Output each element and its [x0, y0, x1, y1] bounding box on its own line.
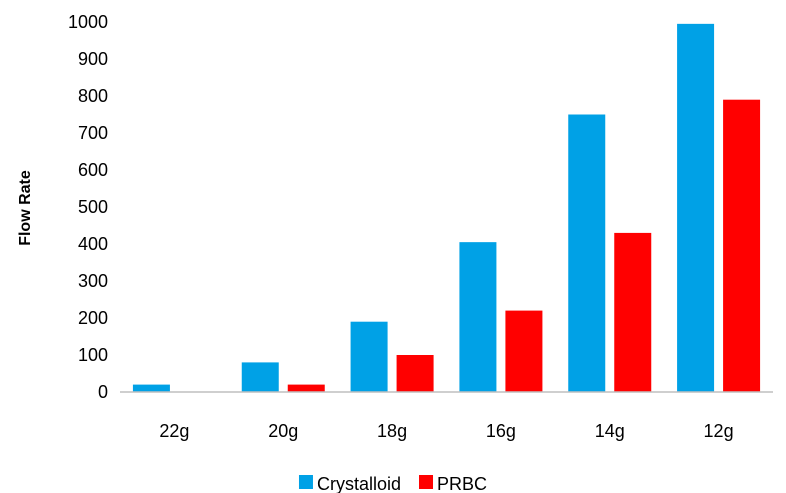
y-tick-label: 800 [78, 86, 108, 106]
y-tick-label: 200 [78, 308, 108, 328]
bar-prbc-12g [723, 99, 761, 392]
bars [132, 23, 761, 392]
y-axis-title: Flow Rate [17, 170, 34, 246]
bar-crystalloid-22g [132, 384, 170, 392]
y-tick-label: 900 [78, 49, 108, 69]
x-tick-label: 20g [268, 421, 298, 441]
legend: Crystalloid PRBC [298, 474, 487, 493]
bar-prbc-20g [287, 384, 325, 392]
y-tick-label: 500 [78, 197, 108, 217]
bar-prbc-14g [614, 232, 652, 392]
y-tick-label: 300 [78, 271, 108, 291]
y-tick-label: 700 [78, 123, 108, 143]
y-tick-label: 600 [78, 160, 108, 180]
bar-crystalloid-20g [241, 362, 279, 392]
y-tick-label: 100 [78, 345, 108, 365]
legend-swatch-crystalloid [298, 475, 313, 489]
legend-label-crystalloid: Crystalloid [317, 474, 401, 493]
bar-crystalloid-12g [677, 23, 715, 392]
bar-crystalloid-14g [568, 114, 606, 392]
legend-swatch-prbc [419, 475, 434, 489]
y-axis-ticks: 0 100 200 300 400 500 600 700 800 900 1000 [68, 12, 108, 402]
x-tick-label: 16g [486, 421, 516, 441]
y-tick-label: 1000 [68, 12, 108, 32]
bar-prbc-16g [505, 310, 543, 392]
bar-crystalloid-18g [350, 321, 388, 392]
x-axis-ticks: 22g 20g 18g 16g 14g 12g [159, 421, 733, 441]
x-tick-label: 14g [595, 421, 625, 441]
x-tick-label: 18g [377, 421, 407, 441]
x-tick-label: 22g [159, 421, 189, 441]
y-tick-label: 0 [98, 382, 108, 402]
bar-crystalloid-16g [459, 242, 497, 392]
legend-label-prbc: PRBC [437, 474, 487, 493]
y-tick-label: 400 [78, 234, 108, 254]
x-tick-label: 12g [704, 421, 734, 441]
bar-prbc-18g [396, 355, 434, 392]
